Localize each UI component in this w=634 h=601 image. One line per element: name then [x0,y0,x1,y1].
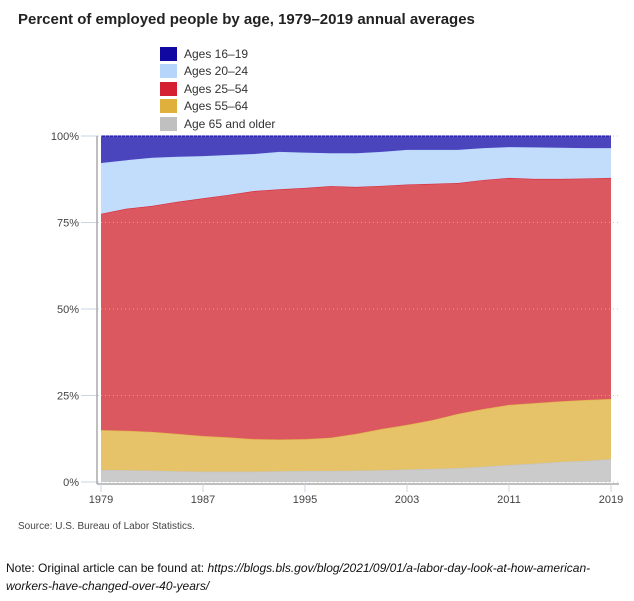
x-tick-label: 1987 [191,494,215,506]
legend-label: Ages 20–24 [184,64,249,79]
legend-item[interactable]: Ages 16–19 [160,45,275,63]
y-tick-label: 75% [57,218,79,230]
area-ages-55-64 [101,398,611,472]
x-tick-label: 2019 [599,494,623,506]
y-tick-label: 0% [63,477,79,489]
legend-swatch [160,99,177,114]
area-ages-25-54 [101,177,611,440]
legend-label: Ages 55–64 [184,99,249,114]
legend-swatch [160,116,177,131]
legend-item[interactable]: Ages 25–54 [160,80,275,98]
y-tick-label: 25% [57,391,79,403]
y-tick-label: 100% [51,131,79,143]
legend-item[interactable]: Ages 20–24 [160,63,275,81]
area-ages-16-19 [101,136,611,163]
x-tick-label: 1995 [293,494,317,506]
legend: Ages 16–19 Ages 20–24 Ages 25–54 Ages 55… [160,45,275,133]
article-link[interactable]: https://blogs.bls.gov/blog/2021/09/01/a-… [6,561,591,593]
note-text: Note: Original article can be found at: … [6,559,626,595]
legend-item[interactable]: Ages 55–64 [160,98,275,116]
legend-item[interactable]: Age 65 and older [160,115,275,133]
legend-swatch [160,81,177,96]
area-ages-20-24 [101,147,611,214]
y-tick-label: 50% [57,304,79,316]
x-tick-label: 2011 [497,494,521,506]
x-tick-label: 2003 [395,494,419,506]
legend-label: Ages 16–19 [184,46,249,61]
x-tick-label: 1979 [89,494,113,506]
legend-label: Age 65 and older [184,116,276,131]
source-text: Source: U.S. Bureau of Labor Statistics. [18,521,195,532]
legend-swatch [160,46,177,61]
legend-label: Ages 25–54 [184,81,249,96]
note-prefix: Note: Original article can be found at: [6,561,208,575]
legend-swatch [160,64,177,79]
chart-title: Percent of employed people by age, 1979–… [18,11,475,28]
